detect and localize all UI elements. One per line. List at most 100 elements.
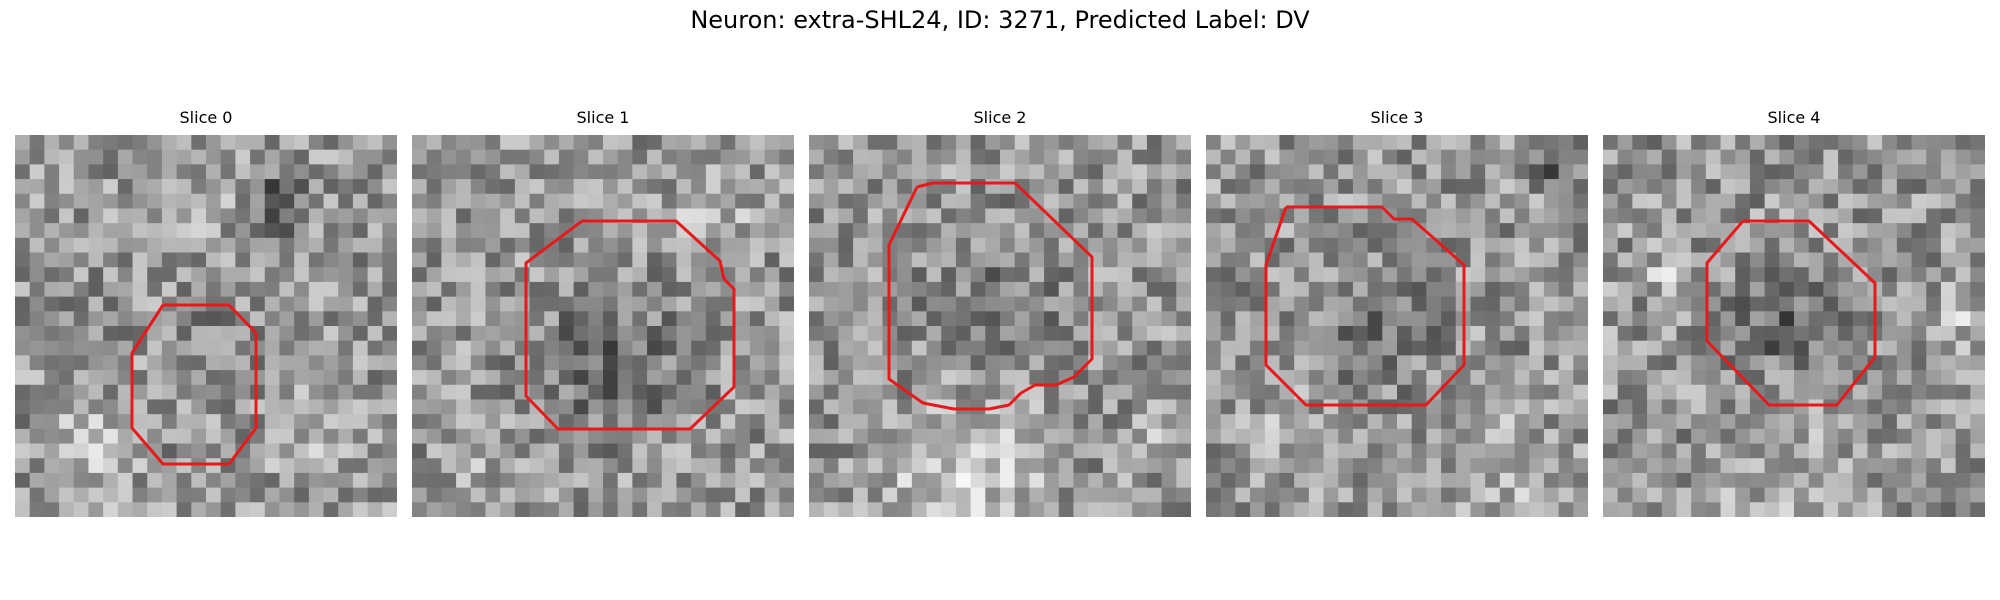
pixel-cell: [868, 385, 883, 400]
pixel-cell: [1368, 311, 1383, 326]
pixel-cell: [235, 194, 250, 209]
pixel-cell: [588, 429, 603, 444]
pixel-cell: [1235, 135, 1250, 150]
pixel-cell: [44, 355, 59, 370]
pixel-cell: [294, 399, 309, 414]
pixel-cell: [1926, 399, 1941, 414]
pixel-cell: [1897, 326, 1912, 341]
pixel-cell: [1500, 223, 1515, 238]
pixel-cell: [1162, 326, 1177, 341]
pixel-cell: [1132, 473, 1147, 488]
pixel-cell: [338, 150, 353, 165]
pixel-cell: [1015, 253, 1030, 268]
pixel-cell: [133, 194, 148, 209]
pixel-cell: [412, 179, 427, 194]
pixel-cell: [1706, 164, 1721, 179]
pixel-cell: [765, 326, 780, 341]
pixel-cell: [1676, 267, 1691, 282]
pixel-cell: [1338, 385, 1353, 400]
pixel-cell: [1515, 253, 1530, 268]
pixel-cell: [1647, 297, 1662, 312]
pixel-cell: [88, 194, 103, 209]
pixel-cell: [1559, 341, 1574, 356]
pixel-cell: [1485, 488, 1500, 503]
pixel-cell: [441, 267, 456, 282]
pixel-cell: [1500, 414, 1515, 429]
pixel-cell: [706, 341, 721, 356]
pixel-cell: [882, 150, 897, 165]
pixel-cell: [1897, 135, 1912, 150]
pixel-cell: [559, 385, 574, 400]
pixel-cell: [1956, 502, 1971, 517]
pixel-cell: [603, 458, 618, 473]
pixel-cell: [1368, 355, 1383, 370]
pixel-cell: [676, 370, 691, 385]
pixel-cell: [1544, 208, 1559, 223]
pixel-cell: [30, 385, 45, 400]
pixel-cell: [574, 414, 589, 429]
pixel-cell: [235, 370, 250, 385]
pixel-cell: [471, 414, 486, 429]
pixel-cell: [1970, 311, 1985, 326]
pixel-cell: [632, 282, 647, 297]
pixel-cell: [133, 297, 148, 312]
pixel-cell: [30, 164, 45, 179]
pixel-cell: [1750, 150, 1765, 165]
pixel-cell: [1956, 341, 1971, 356]
pixel-cell: [1118, 267, 1133, 282]
pixel-cell: [676, 458, 691, 473]
pixel-cell: [382, 282, 397, 297]
pixel-cell: [1912, 282, 1927, 297]
pixel-cell: [118, 208, 133, 223]
pixel-cell: [162, 399, 177, 414]
pixel-cell: [147, 282, 162, 297]
pixel-cell: [1206, 208, 1221, 223]
pixel-cell: [1853, 385, 1868, 400]
pixel-cell: [1235, 311, 1250, 326]
pixel-cell: [1338, 355, 1353, 370]
pixel-cell: [1867, 164, 1882, 179]
pixel-cell: [15, 355, 30, 370]
pixel-cell: [1206, 253, 1221, 268]
pixel-cell: [456, 238, 471, 253]
pixel-cell: [985, 208, 1000, 223]
pixel-cell: [721, 399, 736, 414]
pixel-cell: [1573, 253, 1588, 268]
pixel-cell: [1838, 267, 1853, 282]
pixel-cell: [1515, 267, 1530, 282]
pixel-cell: [1324, 502, 1339, 517]
pixel-cell: [632, 311, 647, 326]
pixel-cell: [1912, 458, 1927, 473]
pixel-cell: [294, 502, 309, 517]
pixel-cell: [1882, 385, 1897, 400]
pixel-cell: [1750, 135, 1765, 150]
pixel-cell: [1529, 135, 1544, 150]
pixel-cell: [1485, 355, 1500, 370]
pixel-cell: [1676, 341, 1691, 356]
pixel-cell: [1147, 444, 1162, 459]
pixel-cell: [1838, 164, 1853, 179]
pixel-cell: [647, 370, 662, 385]
pixel-cell: [1000, 282, 1015, 297]
pixel-cell: [191, 208, 206, 223]
pixel-cell: [721, 164, 736, 179]
pixel-cell: [15, 194, 30, 209]
pixel-cell: [1632, 135, 1647, 150]
pixel-cell: [427, 444, 442, 459]
pixel-cell: [779, 238, 794, 253]
pixel-cell: [1897, 502, 1912, 517]
pixel-cell: [1794, 473, 1809, 488]
pixel-cell: [809, 502, 824, 517]
pixel-cell: [412, 444, 427, 459]
pixel-cell: [1529, 311, 1544, 326]
pixel-cell: [1970, 297, 1985, 312]
pixel-cell: [412, 238, 427, 253]
pixel-cell: [1103, 429, 1118, 444]
pixel-cell: [1529, 238, 1544, 253]
pixel-cell: [1426, 194, 1441, 209]
pixel-cell: [1147, 311, 1162, 326]
pixel-cell: [588, 399, 603, 414]
pixel-cell: [1441, 208, 1456, 223]
pixel-cell: [765, 444, 780, 459]
pixel-cell: [118, 150, 133, 165]
